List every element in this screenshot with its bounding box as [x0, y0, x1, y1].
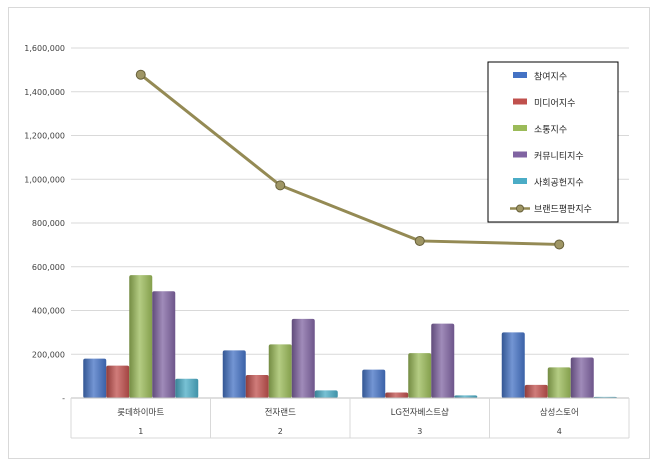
- line-series: [135, 69, 565, 250]
- chart-frame: - 200,000 400,000 600,000 800,000 1,000,000 1,…: [8, 7, 650, 459]
- legend-label: 커뮤니티지수: [534, 151, 584, 162]
- bar-커뮤니티지수-롯데하이마트: [152, 291, 176, 398]
- chart-svg: - 200,000 400,000 600,000 800,000 1,000,000 1,…: [24, 44, 630, 439]
- legend-label: 미디어지수: [534, 98, 575, 109]
- y-tick-label: 1,400,000: [24, 88, 65, 97]
- bar-참여지수-롯데하이마트: [83, 358, 107, 398]
- bar-소통지수-롯데하이마트: [129, 275, 153, 398]
- bar-커뮤니티지수-LG전자베스트샵: [431, 323, 455, 398]
- y-tick-label: 200,000: [32, 350, 65, 359]
- bar-소통지수-LG전자베스트샵: [408, 353, 432, 398]
- bar-사회공헌지수-롯데하이마트: [175, 378, 199, 398]
- line-point: [135, 69, 146, 80]
- bar-미디어지수-LG전자베스트샵: [385, 392, 409, 398]
- legend-label: 사회공헌지수: [534, 178, 584, 189]
- legend-marker: [516, 204, 524, 213]
- y-tick-label: 600,000: [32, 263, 65, 272]
- y-tick-label: 800,000: [32, 219, 65, 228]
- legend-box: [487, 61, 619, 223]
- x-category-label: 전자랜드: [265, 407, 296, 418]
- legend-label: 브랜드평판지수: [534, 204, 592, 215]
- bar-소통지수-삼성스토어: [547, 367, 571, 398]
- legend-label: 참여지수: [534, 71, 567, 83]
- legend-label: 소통지수: [534, 125, 567, 136]
- y-tick-label: 1,600,000: [24, 44, 65, 53]
- x-category-label: 삼성스토어: [540, 407, 579, 418]
- legend-swatch: [513, 151, 527, 158]
- bar-커뮤니티지수-전자랜드: [291, 318, 315, 398]
- bar-미디어지수-전자랜드: [245, 375, 269, 398]
- y-tick-label: 1,200,000: [24, 132, 65, 141]
- x-rank-label: 4: [557, 427, 562, 436]
- bar-참여지수-삼성스토어: [501, 332, 525, 398]
- line-브랜드평판지수: [139, 73, 560, 246]
- legend-swatch: [513, 178, 527, 184]
- x-category-label: LG전자베스트샵: [391, 407, 449, 418]
- x-rank-label: 3: [417, 427, 422, 436]
- bar-사회공헌지수-전자랜드: [314, 390, 338, 398]
- bar-참여지수-전자랜드: [222, 350, 246, 398]
- bar-미디어지수-롯데하이마트: [106, 365, 130, 398]
- line-point: [275, 180, 286, 191]
- legend-swatch: [513, 72, 527, 78]
- y-tick-label: 400,000: [32, 307, 65, 316]
- x-axis: 롯데하이마트 1 전자랜드 2 LG전자베스트샵 3 삼성스토어 4: [70, 397, 630, 439]
- bars: [83, 275, 617, 398]
- x-category-label: 롯데하이마트: [117, 407, 164, 418]
- line-point: [414, 235, 425, 246]
- bar-사회공헌지수-LG전자베스트샵: [454, 395, 478, 398]
- x-rank-label: 1: [138, 427, 143, 436]
- x-rank-label: 2: [278, 427, 283, 436]
- y-tick-label: 1,000,000: [24, 175, 65, 184]
- bar-미디어지수-삼성스토어: [524, 384, 548, 398]
- legend-swatch: [513, 125, 527, 131]
- y-tick-label: -: [62, 394, 65, 403]
- bar-소통지수-전자랜드: [268, 344, 292, 398]
- line-point: [554, 239, 565, 250]
- bar-참여지수-LG전자베스트샵: [362, 369, 386, 398]
- y-axis: - 200,000 400,000 600,000 800,000 1,000,000 1,…: [24, 44, 65, 403]
- bar-커뮤니티지수-삼성스토어: [570, 357, 594, 398]
- legend-swatch: [513, 98, 527, 105]
